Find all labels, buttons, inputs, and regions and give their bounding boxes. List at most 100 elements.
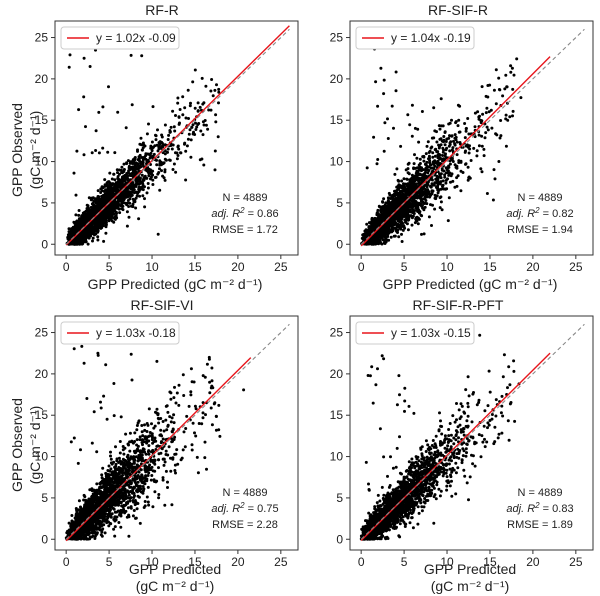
scatter-point xyxy=(386,137,390,140)
scatter-point xyxy=(85,397,89,400)
scatter-point xyxy=(405,222,409,226)
scatter-point xyxy=(394,217,398,221)
scatter-point xyxy=(414,206,418,210)
scatter-point xyxy=(150,149,154,153)
scatter-point xyxy=(406,218,410,222)
scatter-point xyxy=(93,211,97,215)
scatter-point xyxy=(211,94,215,98)
scatter-point xyxy=(376,104,380,108)
scatter-point xyxy=(437,188,441,192)
scatter-point xyxy=(473,111,477,115)
scatter-point xyxy=(127,169,131,173)
scatter-point xyxy=(481,112,485,116)
scatter-point xyxy=(202,123,206,127)
scatter-point xyxy=(122,162,126,166)
scatter-point xyxy=(125,175,129,179)
scatter-point xyxy=(429,203,432,207)
scatter-point xyxy=(382,216,386,220)
scatter-point xyxy=(397,186,401,190)
scatter-point xyxy=(138,194,142,198)
scatter-point xyxy=(420,214,424,218)
scatter-point xyxy=(418,188,422,192)
scatter-point xyxy=(105,213,109,217)
scatter-point xyxy=(189,367,193,371)
scatter-point xyxy=(197,122,201,125)
x-tick-label: 15 xyxy=(188,260,202,274)
scatter-point xyxy=(420,166,423,170)
scatter-point xyxy=(433,196,437,200)
scatter-point xyxy=(125,224,129,228)
scatter-point xyxy=(161,476,165,480)
scatter-point xyxy=(408,209,412,213)
scatter-point xyxy=(420,110,424,113)
scatter-point xyxy=(509,70,513,74)
scatter-point xyxy=(144,154,148,158)
scatter-point xyxy=(113,209,117,213)
scatter-point xyxy=(446,219,450,223)
y-tick-label: 5 xyxy=(41,196,48,210)
scatter-point xyxy=(442,135,446,138)
scatter-point xyxy=(380,212,384,216)
scatter-point xyxy=(134,206,138,210)
scatter-point xyxy=(392,221,396,225)
scatter-point xyxy=(439,157,443,161)
scatter-point xyxy=(445,137,449,141)
scatter-point xyxy=(173,129,177,133)
scatter-point xyxy=(90,151,94,155)
scatter-point xyxy=(451,160,455,163)
scatter-point xyxy=(422,208,426,212)
scatter-point xyxy=(413,153,416,157)
scatter-point xyxy=(84,232,88,236)
scatter-point xyxy=(113,151,117,155)
scatter-point xyxy=(494,102,498,106)
scatter-point xyxy=(183,106,187,110)
scatter-point xyxy=(196,101,200,105)
scatter-point xyxy=(430,166,434,170)
scatter-point xyxy=(111,187,115,190)
legend-label: y = 1.02x -0.09 xyxy=(96,31,176,45)
scatter-point xyxy=(112,212,116,216)
scatter-point xyxy=(114,205,118,209)
y-tick-label: 10 xyxy=(330,155,344,169)
scatter-point xyxy=(110,177,114,181)
scatter-point xyxy=(80,220,84,224)
scatter-point xyxy=(194,128,198,131)
panel-title-rf-sif-r-pft: RF-SIF-R-PFT xyxy=(413,297,504,313)
scatter-point xyxy=(128,201,132,205)
scatter-point xyxy=(125,171,129,175)
scatter-point xyxy=(103,178,107,182)
scatter-point xyxy=(170,147,174,151)
scatter-point xyxy=(96,225,100,229)
scatter-point xyxy=(416,169,420,173)
scatter-point xyxy=(439,137,443,141)
scatter-point xyxy=(468,147,472,151)
scatter-point xyxy=(454,138,458,142)
scatter-point xyxy=(416,127,420,131)
scatter-point xyxy=(102,211,106,215)
y-tick-label: 25 xyxy=(330,31,344,45)
scatter-point xyxy=(191,80,195,84)
scatter-point xyxy=(103,184,107,188)
scatter-point xyxy=(467,176,471,180)
scatter-point xyxy=(400,200,404,204)
x-tick-label: 5 xyxy=(401,260,408,274)
scatter-point xyxy=(466,117,470,120)
scatter-point xyxy=(451,146,455,150)
scatter-point xyxy=(82,95,86,99)
scatter-point xyxy=(365,233,369,237)
scatter-point xyxy=(447,173,451,177)
scatter-point xyxy=(429,163,432,167)
scatter-point xyxy=(455,140,459,144)
scatter-point xyxy=(183,141,187,145)
scatter-point xyxy=(448,162,452,166)
scatter-point xyxy=(410,134,414,138)
scatter-point xyxy=(377,239,381,243)
scatter-point xyxy=(113,178,117,182)
scatter-point xyxy=(383,230,387,234)
scatter-point xyxy=(215,83,218,87)
scatter-point xyxy=(420,179,424,183)
scatter-point xyxy=(138,435,142,439)
scatter-point xyxy=(68,53,72,57)
scatter-point xyxy=(106,150,110,154)
